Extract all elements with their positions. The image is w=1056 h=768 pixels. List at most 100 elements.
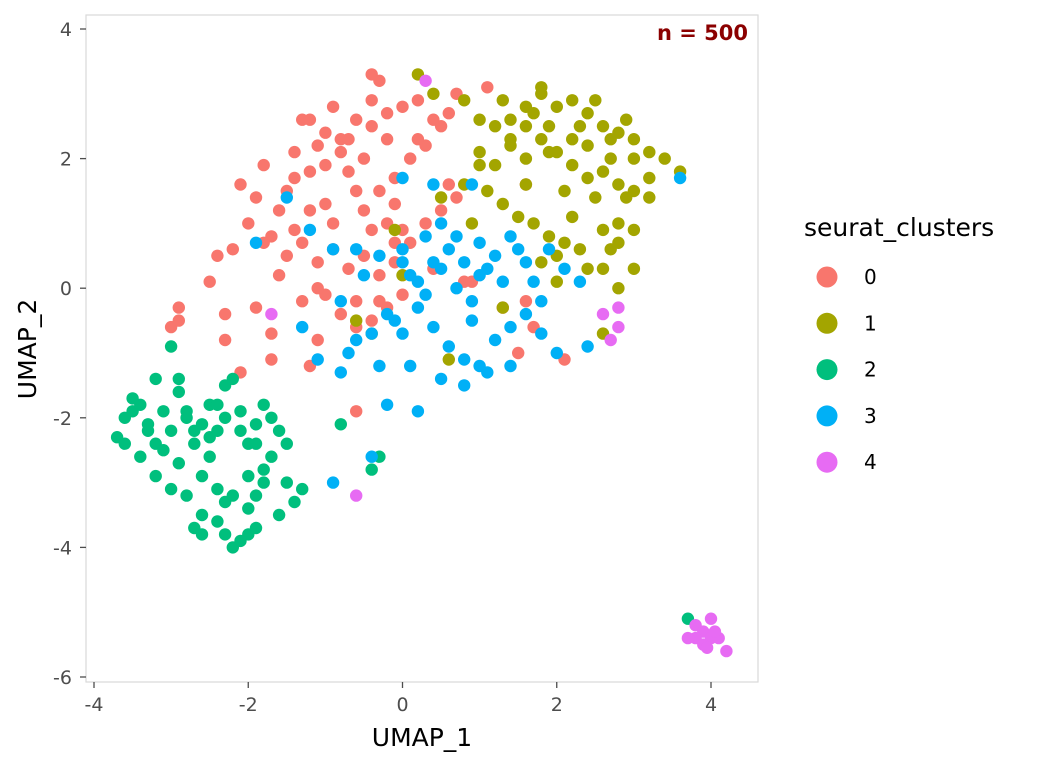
- point-cluster-3: [527, 275, 540, 288]
- point-cluster-3: [411, 275, 425, 288]
- point-cluster-0: [303, 204, 317, 217]
- point-cluster-4: [604, 333, 617, 347]
- point-cluster-2: [272, 424, 286, 437]
- point-cluster-0: [218, 333, 232, 347]
- point-cluster-1: [550, 100, 563, 114]
- point-cluster-1: [604, 152, 617, 165]
- point-cluster-0: [203, 275, 216, 288]
- point-cluster-1: [496, 94, 509, 107]
- point-cluster-3: [427, 320, 440, 334]
- series-cluster-3: [249, 171, 687, 489]
- legend-item-4: 4: [816, 450, 877, 474]
- point-cluster-1: [604, 133, 617, 146]
- point-cluster-3: [373, 249, 386, 262]
- point-cluster-0: [334, 145, 347, 159]
- point-cluster-2: [180, 411, 193, 424]
- point-cluster-3: [465, 178, 479, 191]
- point-cluster-0: [265, 327, 278, 340]
- point-cluster-1: [542, 120, 556, 133]
- point-cluster-0: [373, 295, 386, 308]
- point-cluster-2: [164, 482, 178, 496]
- point-cluster-1: [581, 107, 594, 120]
- point-cluster-0: [350, 184, 363, 198]
- point-cluster-3: [465, 295, 479, 308]
- point-cluster-1: [488, 120, 502, 133]
- legend-key: [816, 312, 838, 334]
- x-tick-label: 2: [551, 694, 563, 716]
- point-cluster-1: [550, 275, 563, 288]
- point-cluster-0: [380, 133, 394, 146]
- x-tick-label: 4: [705, 694, 717, 716]
- point-cluster-1: [596, 262, 610, 275]
- point-cluster-0: [404, 152, 417, 165]
- point-cluster-2: [149, 372, 162, 386]
- point-cluster-2: [234, 424, 247, 437]
- point-cluster-0: [288, 145, 301, 159]
- point-cluster-3: [427, 256, 440, 269]
- point-cluster-3: [427, 178, 440, 191]
- point-cluster-3: [535, 327, 548, 340]
- point-cluster-2: [211, 515, 224, 528]
- point-cluster-1: [350, 314, 363, 327]
- point-cluster-3: [519, 256, 533, 269]
- point-cluster-2: [157, 444, 170, 457]
- point-cluster-1: [496, 197, 509, 211]
- y-tick-label: -4: [53, 537, 72, 559]
- point-cluster-0: [296, 236, 309, 249]
- point-cluster-1: [535, 133, 548, 146]
- point-cluster-3: [442, 243, 455, 256]
- point-cluster-2: [334, 418, 347, 431]
- point-cluster-1: [488, 158, 502, 172]
- point-cluster-0: [434, 120, 448, 133]
- point-cluster-2: [195, 528, 209, 541]
- point-cluster-1: [612, 236, 625, 249]
- point-cluster-2: [195, 508, 209, 522]
- point-cluster-2: [141, 424, 155, 437]
- point-cluster-1: [658, 152, 671, 165]
- point-cluster-3: [473, 236, 486, 249]
- point-cluster-2: [172, 457, 185, 470]
- point-cluster-3: [450, 230, 463, 243]
- point-cluster-1: [542, 145, 556, 159]
- point-cluster-2: [249, 489, 263, 502]
- point-cluster-0: [365, 94, 378, 107]
- point-cluster-0: [396, 288, 409, 301]
- y-tick-label: -2: [53, 408, 72, 430]
- legend-key: [816, 451, 838, 473]
- point-cluster-3: [519, 307, 533, 321]
- point-cluster-3: [504, 230, 517, 243]
- point-cluster-0: [365, 314, 378, 327]
- point-cluster-3: [496, 275, 509, 288]
- point-cluster-4: [596, 307, 610, 321]
- point-cluster-0: [519, 295, 533, 308]
- point-cluster-0: [311, 333, 324, 347]
- point-cluster-2: [157, 405, 170, 418]
- y-tick-label: 4: [60, 19, 72, 41]
- point-cluster-3: [365, 327, 378, 340]
- point-cluster-0: [319, 126, 332, 139]
- point-cluster-3: [458, 353, 471, 366]
- point-cluster-0: [365, 68, 378, 81]
- legend-item-3: 3: [816, 404, 877, 428]
- point-cluster-0: [249, 301, 263, 314]
- point-cluster-0: [311, 139, 324, 152]
- point-cluster-4: [265, 307, 278, 321]
- point-cluster-1: [566, 210, 579, 224]
- point-cluster-1: [589, 191, 602, 204]
- point-cluster-2: [203, 450, 216, 463]
- x-tick-label: 0: [396, 694, 408, 716]
- point-cluster-1: [581, 262, 594, 275]
- legend-item-0: 0: [816, 265, 877, 289]
- point-cluster-1: [581, 139, 594, 152]
- point-cluster-2: [265, 411, 278, 424]
- x-axis: -4 -2 0 2 4: [85, 682, 717, 716]
- point-cluster-2: [234, 534, 247, 548]
- point-cluster-1: [512, 210, 525, 224]
- point-cluster-0: [342, 262, 355, 275]
- point-cluster-2: [211, 482, 224, 496]
- point-cluster-1: [504, 113, 517, 126]
- point-cluster-4: [681, 631, 695, 645]
- point-cluster-1: [465, 217, 479, 230]
- point-cluster-2: [280, 476, 293, 489]
